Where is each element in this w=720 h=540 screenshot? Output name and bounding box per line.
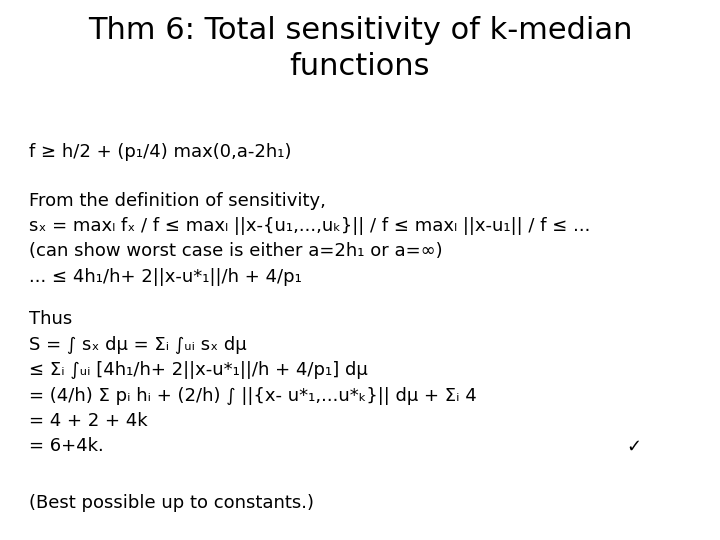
Text: ≤ Σᵢ ∫ᵤᵢ [4h₁/h+ 2||x-u*₁||/h + 4/p₁] dμ: ≤ Σᵢ ∫ᵤᵢ [4h₁/h+ 2||x-u*₁||/h + 4/p₁] dμ: [29, 361, 367, 379]
Text: S = ∫ sₓ dμ = Σᵢ ∫ᵤᵢ sₓ dμ: S = ∫ sₓ dμ = Σᵢ ∫ᵤᵢ sₓ dμ: [29, 336, 246, 354]
Text: ✓: ✓: [626, 437, 642, 455]
Text: (Best possible up to constants.): (Best possible up to constants.): [29, 494, 314, 512]
Text: From the definition of sensitivity,: From the definition of sensitivity,: [29, 192, 325, 210]
Text: Thm 6: Total sensitivity of k-median
functions: Thm 6: Total sensitivity of k-median fun…: [88, 16, 632, 81]
Text: (can show worst case is either a=2h₁ or a=∞): (can show worst case is either a=2h₁ or …: [29, 242, 442, 260]
Text: = 4 + 2 + 4k: = 4 + 2 + 4k: [29, 412, 148, 430]
Text: ... ≤ 4h₁/h+ 2||x-u*₁||/h + 4/p₁: ... ≤ 4h₁/h+ 2||x-u*₁||/h + 4/p₁: [29, 268, 302, 286]
Text: = (4/h) Σ pᵢ hᵢ + (2/h) ∫ ||{x- u*₁,...u*ₖ}|| dμ + Σᵢ 4: = (4/h) Σ pᵢ hᵢ + (2/h) ∫ ||{x- u*₁,...u…: [29, 387, 477, 404]
Text: = 6+4k.: = 6+4k.: [29, 437, 104, 455]
Text: Thus: Thus: [29, 310, 72, 328]
Text: f ≥ h/2 + (p₁/4) max(0,a-2h₁): f ≥ h/2 + (p₁/4) max(0,a-2h₁): [29, 143, 292, 161]
Text: sₓ = maxₗ fₓ / f ≤ maxₗ ||x-{u₁,...,uₖ}|| / f ≤ maxₗ ||x-u₁|| / f ≤ ...: sₓ = maxₗ fₓ / f ≤ maxₗ ||x-{u₁,...,uₖ}|…: [29, 217, 590, 235]
